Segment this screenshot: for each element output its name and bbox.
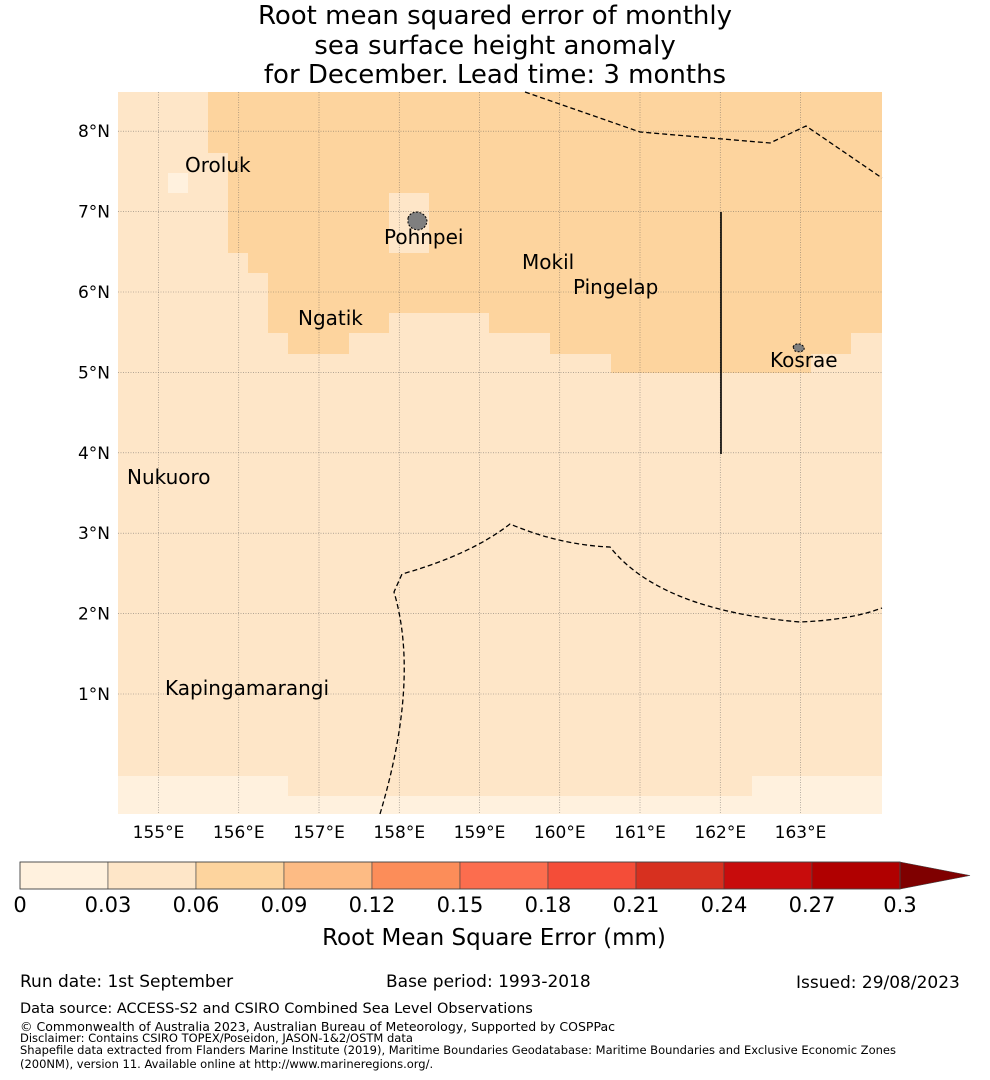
lat-tick-label: 7°N [78,203,110,223]
lon-tick-label: 158°E [373,823,425,843]
label-kosrae: Kosrae [770,348,838,372]
rmse-cell [608,776,752,796]
lat-tick-label: 6°N [78,283,110,303]
lat-tick-label: 1°N [78,685,110,705]
colorbar-segment [283,861,373,890]
colorbar-tick-label: 0.12 [349,893,396,917]
colorbar-tick-label: 0.21 [613,893,660,917]
lon-tick-label: 155°E [133,823,185,843]
lat-tick-label: 3°N [78,524,110,544]
chart-title: Root mean squared error of monthly sea s… [0,1,990,91]
title-line-2: sea surface height anomaly [314,30,676,61]
eez-boundary-north [524,91,883,179]
land [407,211,805,353]
run-date: Run date: 1st September [20,972,234,992]
rmse-region-0-003 [168,173,188,193]
label-oroluk: Oroluk [185,153,251,177]
latitude-labels: 1°N 2°N 3°N 4°N 5°N 6°N 7°N 8°N [78,122,110,705]
colorbar-tick-label: 0.03 [85,893,132,917]
colorbar-segment [723,861,813,890]
colorbar-segment [195,861,285,890]
label-mokil: Mokil [522,250,574,274]
colorbar-segment [371,861,461,890]
eez-boundary-south [379,523,883,815]
longitude-labels: 155°E 156°E 157°E 158°E 159°E 160°E 161°E 162°E… [133,823,827,843]
title-line-3: for December. Lead time: 3 months [263,60,727,90]
base-period: Base period: 1993-2018 [386,972,591,992]
colorbar-tick-label: 0.15 [437,893,484,917]
colorbar-outline [19,861,901,890]
colorbar-segment [107,861,197,890]
lon-tick-label: 163°E [775,823,827,843]
colorbar-tick-label: 0.27 [789,893,836,917]
shapefile-credit-2: (200NM), version 11. Available online at… [20,1057,434,1071]
data-source: Data source: ACCESS-S2 and CSIRO Combine… [20,1001,533,1017]
label-ngatik: Ngatik [298,306,363,330]
label-nukuoro: Nukuoro [127,465,211,489]
eez-boundaries [379,91,883,815]
shapefile-credit-1: Shapefile data extracted from Flanders M… [20,1043,896,1057]
issued-date: Issued: 29/08/2023 [796,973,960,993]
colorbar-tick-label: 0.24 [701,893,748,917]
colorbar-extend-arrow [899,861,971,890]
colorbar [19,861,971,890]
kosrae-island [792,343,805,353]
label-pohnpei: Pohnpei [384,225,464,249]
colorbar-tick-label: 0.09 [261,893,308,917]
colorbar-label: Root Mean Square Error (mm) [322,925,666,951]
colorbar-tick-label: 0.18 [525,893,572,917]
label-pingelap: Pingelap [573,275,658,299]
lon-tick-label: 159°E [454,823,506,843]
colorbar-segment [459,861,549,890]
lon-tick-label: 160°E [534,823,586,843]
colorbar-tick-labels: 0 0.03 0.06 0.09 0.12 0.15 0.18 0.21 0.24 0.27 0.3 [13,893,916,917]
lat-tick-label: 5°N [78,363,110,383]
lon-tick-label: 162°E [694,823,746,843]
pohnpei-island [407,211,428,231]
lon-tick-label: 157°E [293,823,345,843]
rmse-cell [288,776,608,796]
lat-tick-label: 8°N [78,122,110,142]
colorbar-segment [635,861,725,890]
graticule [118,92,882,814]
lat-tick-label: 2°N [78,605,110,625]
disclaimer: Disclaimer: Contains CSIRO TOPEX/Poseido… [20,1031,413,1045]
lon-tick-label: 156°E [213,823,265,843]
place-labels: Oroluk Pohnpei Mokil Pingelap Ngatik Kos… [127,153,838,700]
colorbar-tick-label: 0.3 [883,893,916,917]
title-line-1: Root mean squared error of monthly [257,1,733,31]
colorbar-segment [19,861,109,890]
colorbar-tick-label: 0.06 [173,893,220,917]
colorbar-segment [547,861,637,890]
colorbar-segment [811,861,901,890]
lon-tick-label: 161°E [614,823,666,843]
rmse-cell [168,173,188,193]
label-kapingamarangi: Kapingamarangi [165,676,329,700]
rmse-region-006-009 [208,92,882,373]
copyright: © Commonwealth of Australia 2023, Austra… [20,1019,615,1034]
colorbar-tick-label: 0 [13,893,26,917]
lat-tick-label: 4°N [78,444,110,464]
